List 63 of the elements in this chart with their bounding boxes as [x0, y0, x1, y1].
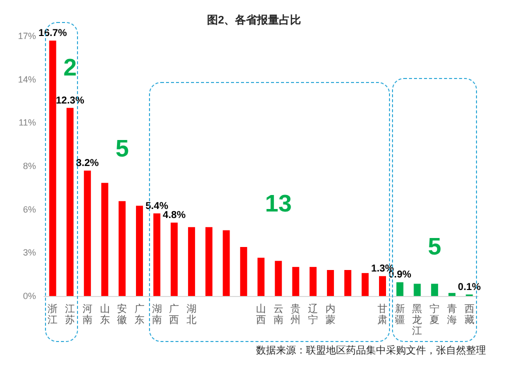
x-tick-label: 山东 [100, 303, 110, 326]
x-tick-label: 山西 [256, 303, 266, 326]
x-tick-label: 广东 [134, 303, 144, 326]
x-tick-label: 西藏 [464, 304, 474, 326]
data-label: 5.4% [145, 200, 168, 212]
data-label: 0.1% [458, 282, 481, 293]
annotation: 5 [428, 234, 442, 261]
bar [396, 282, 404, 296]
bar [310, 266, 317, 296]
annotation: 13 [265, 190, 292, 218]
bar [414, 284, 421, 296]
bar [118, 201, 126, 296]
source-note: 数据来源：联盟地区药品集中采购文件，张自然整理 [256, 344, 486, 356]
data-label: 16.7% [38, 28, 67, 40]
bar [362, 273, 369, 296]
bar [222, 230, 230, 296]
y-tick-label: 0% [22, 291, 36, 301]
bar [101, 182, 108, 296]
y-tick-label: 11% [18, 118, 36, 128]
bar [258, 258, 264, 296]
x-tick-label: 湖南 [152, 303, 162, 326]
bar [292, 266, 300, 296]
y-tick-label: 17% [18, 31, 36, 41]
data-label: 4.8% [162, 210, 186, 222]
x-tick-label: 甘肃 [378, 303, 388, 326]
x-tick-label: 辽宁 [308, 303, 318, 326]
x-tick-label: 黑龙江 [412, 304, 422, 337]
data-label: 12.3% [56, 95, 84, 106]
bar [240, 247, 248, 296]
bar [205, 227, 212, 296]
data-label: 8.2% [76, 158, 99, 170]
x-tick-label: 云南 [273, 304, 284, 326]
y-tick-label: 3% [22, 248, 36, 258]
x-tick-label: 内蒙 [325, 303, 336, 326]
x-tick-label: 湖北 [186, 303, 197, 326]
y-tick-label: 6% [22, 204, 36, 214]
bar [431, 284, 438, 296]
x-tick-label: 广西 [169, 303, 180, 326]
bar [188, 227, 196, 296]
bar [84, 170, 91, 296]
x-tick-label: 贵州 [290, 303, 301, 326]
chart-title: 图2、各省报量占比 [206, 14, 302, 26]
x-tick-label: 浙江 [48, 303, 58, 326]
bar [379, 276, 386, 296]
bar [344, 270, 352, 296]
x-tick-label: 青海 [446, 303, 457, 326]
bar [170, 222, 178, 296]
x-tick-label: 江苏 [65, 303, 76, 326]
x-tick-label: 宁夏 [430, 303, 440, 326]
bar [49, 40, 56, 296]
bar [274, 260, 282, 296]
bar [448, 292, 456, 296]
bar [153, 213, 160, 296]
annotation: 5 [115, 136, 129, 163]
bar [66, 108, 74, 296]
y-tick-label: 8% [22, 161, 36, 171]
x-tick-label: 安徽 [117, 303, 128, 326]
y-tick-label: 14% [18, 74, 36, 84]
x-tick-label: 新疆 [394, 303, 405, 326]
bar [136, 206, 143, 296]
bar [326, 270, 334, 296]
annotation: 2 [63, 54, 77, 82]
x-tick-label: 河南 [82, 303, 92, 326]
